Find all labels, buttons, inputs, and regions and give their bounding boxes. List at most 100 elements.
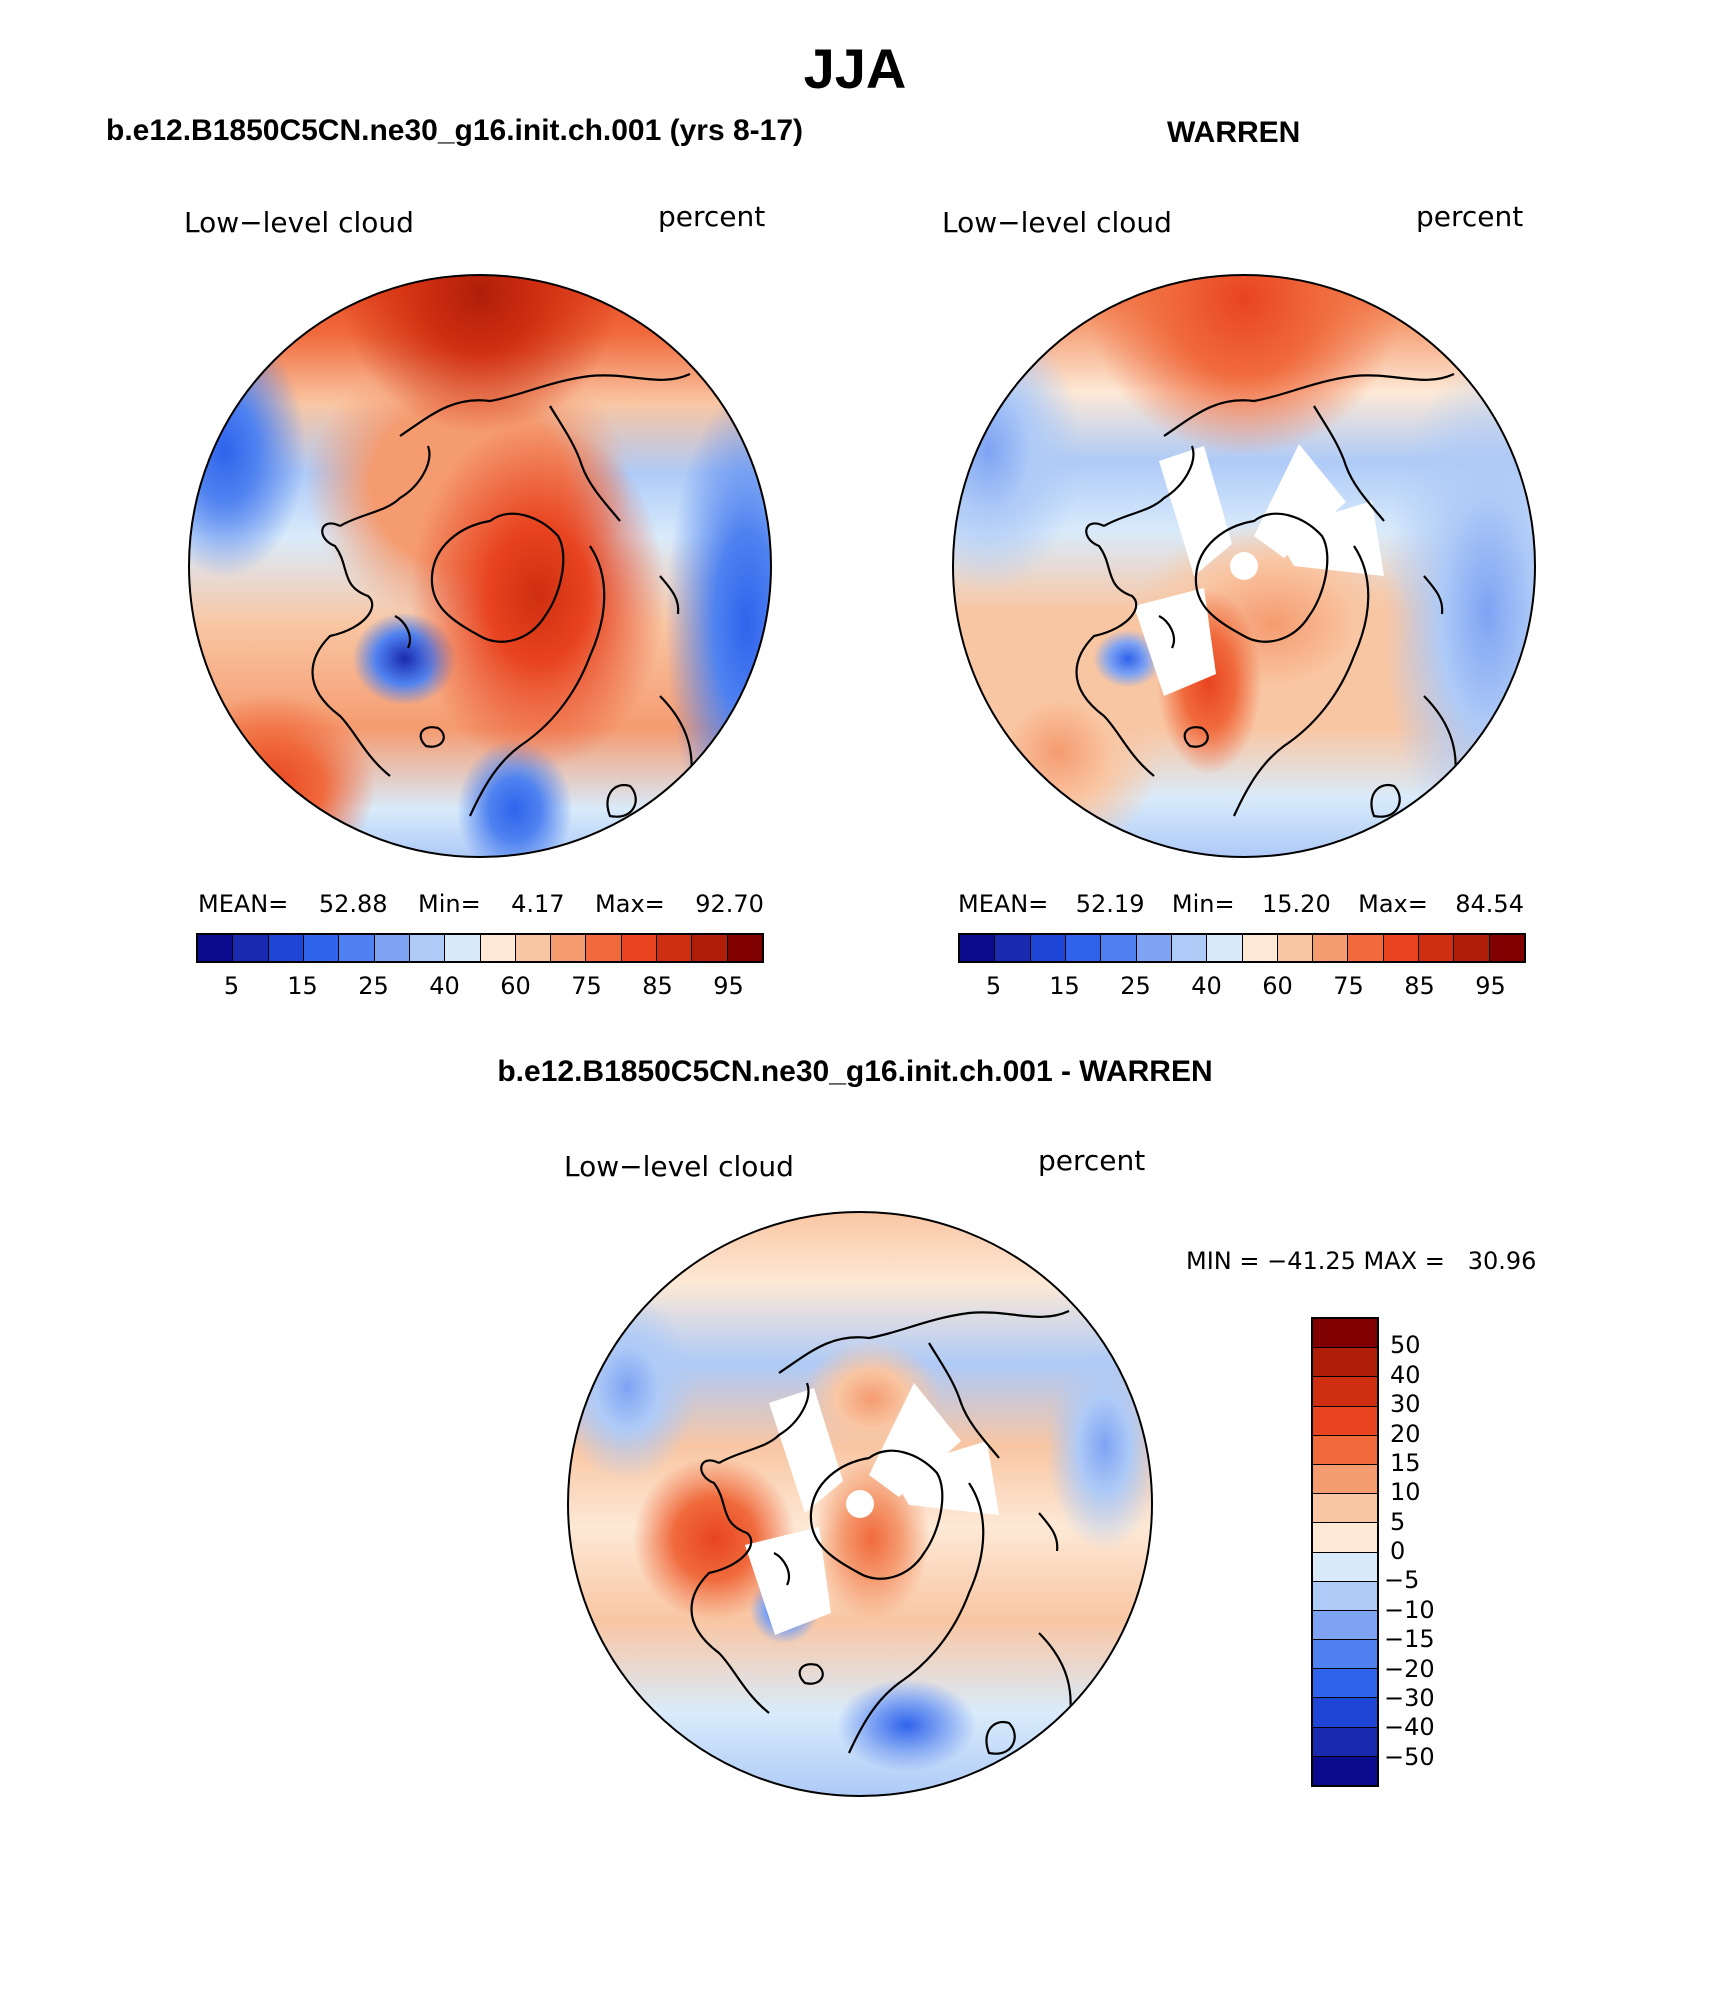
colorbar-swatch <box>1313 1669 1377 1699</box>
colorbar-swatch <box>1313 1698 1377 1728</box>
right-mean-label: MEAN= <box>958 890 1049 918</box>
colorbar-tick-label: 20 <box>1390 1419 1421 1448</box>
colorbar-tick-label: 75 <box>1333 972 1364 1000</box>
colorbar-swatch <box>1313 1523 1377 1553</box>
left-min-value: 4.17 <box>511 890 565 918</box>
right-min-label: Min= <box>1171 890 1235 918</box>
colorbar-tick-label: 0 <box>1390 1537 1406 1565</box>
colorbar-tick-label: 25 <box>1120 972 1151 1000</box>
right-colorbar-ticks: 5 15 25 40 60 75 85 95 <box>958 972 1526 1002</box>
colorbar-swatch <box>995 935 1031 961</box>
colorbar-tick-label: 40 <box>1191 972 1222 1000</box>
colorbar-tick-label: 30 <box>1390 1390 1421 1419</box>
colorbar-swatch <box>1383 935 1420 961</box>
colorbar-tick-label: −30 <box>1384 1683 1435 1712</box>
colorbar-swatch <box>1207 935 1243 961</box>
right-stats: MEAN= 52.19 Min= 15.20 Max= 84.54 <box>958 890 1524 918</box>
left-colorbar <box>196 933 764 963</box>
colorbar-swatch <box>303 935 340 961</box>
colorbar-swatch <box>960 935 996 961</box>
left-max-label: Max= <box>595 890 665 918</box>
colorbar-swatch <box>1313 1581 1377 1611</box>
colorbar-swatch <box>1136 935 1172 961</box>
colorbar-tick-label: 85 <box>1404 972 1435 1000</box>
colorbar-swatch <box>1313 1377 1377 1407</box>
colorbar-swatch <box>621 935 658 961</box>
colorbar-swatch <box>1242 935 1278 961</box>
colorbar-tick-label: −15 <box>1384 1625 1435 1654</box>
colorbar-swatch <box>233 935 269 961</box>
colorbar-swatch <box>1313 1435 1377 1465</box>
left-min-label: Min= <box>417 890 481 918</box>
colorbar-swatch <box>1313 935 1349 961</box>
left-polar-map <box>188 274 772 858</box>
colorbar-swatch <box>480 935 516 961</box>
colorbar-tick-label: 5 <box>985 972 1002 1000</box>
diff-minmax: MIN = −41.25 MAX = 30.96 <box>1186 1247 1537 1275</box>
left-mean-value: 52.88 <box>318 890 388 918</box>
colorbar-swatch <box>268 935 304 961</box>
colorbar-tick-label: 60 <box>1262 972 1293 1000</box>
colorbar-swatch <box>1313 1406 1377 1436</box>
colorbar-swatch <box>1313 1727 1377 1757</box>
colorbar-swatch <box>1454 935 1490 961</box>
right-units-label: percent <box>1416 200 1524 233</box>
colorbar-tick-label: 50 <box>1390 1331 1421 1360</box>
right-max-value: 84.54 <box>1455 890 1524 918</box>
right-variable-label: Low−level cloud <box>942 206 1172 239</box>
colorbar-swatch <box>692 935 728 961</box>
colorbar-swatch <box>198 935 234 961</box>
colorbar-tick-label: 15 <box>1390 1448 1421 1477</box>
left-stats: MEAN= 52.88 Min= 4.17 Max= 92.70 <box>198 890 764 918</box>
left-max-value: 92.70 <box>695 890 764 918</box>
colorbar-swatch <box>1313 1756 1377 1785</box>
figure-title: JJA <box>803 37 907 100</box>
colorbar-swatch <box>1277 935 1314 961</box>
colorbar-swatch <box>1313 1640 1377 1670</box>
diff-colorbar-ticks: 50 40 30 20 15 10 5 0 −5 −10 −15 −20 −30 −40 −50 <box>1384 1317 1470 1787</box>
left-variable-label: Low−level cloud <box>184 206 414 239</box>
colorbar-tick-label: −20 <box>1384 1654 1435 1683</box>
left-panel-title: b.e12.B1850C5CN.ne30_g16.init.ch.001 (yr… <box>106 114 804 147</box>
colorbar-tick-label: 25 <box>358 972 389 1000</box>
diff-variable-label: Low−level cloud <box>564 1150 794 1183</box>
right-colorbar <box>958 933 1526 963</box>
colorbar-swatch <box>1030 935 1066 961</box>
colorbar-swatch <box>1419 935 1455 961</box>
left-coastlines <box>311 373 693 837</box>
colorbar-swatch <box>1313 1494 1377 1524</box>
left-colorbar-ticks: 5 15 25 40 60 75 85 95 <box>196 972 764 1002</box>
difference-panel-title: b.e12.B1850C5CN.ne30_g16.init.ch.001 - W… <box>497 1055 1213 1088</box>
colorbar-swatch <box>657 935 693 961</box>
right-coastlines <box>1075 373 1457 837</box>
colorbar-tick-label: 95 <box>1475 972 1506 1000</box>
colorbar-swatch <box>1313 1464 1377 1495</box>
colorbar-tick-label: 95 <box>713 972 744 1000</box>
diff-units-label: percent <box>1038 1144 1146 1177</box>
right-panel-title: WARREN <box>1167 116 1301 149</box>
diff-colorbar <box>1311 1317 1379 1787</box>
colorbar-swatch <box>1313 1610 1377 1641</box>
colorbar-tick-label: 5 <box>1390 1507 1406 1536</box>
colorbar-tick-label: 75 <box>571 972 602 1000</box>
right-polar-map <box>952 274 1536 858</box>
difference-coastlines <box>690 1310 1072 1774</box>
colorbar-tick-label: 40 <box>429 972 460 1000</box>
colorbar-swatch <box>1313 1319 1377 1349</box>
colorbar-swatch <box>1313 1348 1377 1378</box>
right-min-value: 15.20 <box>1262 890 1331 918</box>
right-max-label: Max= <box>1358 890 1428 918</box>
colorbar-swatch <box>586 935 622 961</box>
colorbar-swatch <box>1313 1552 1377 1582</box>
colorbar-tick-label: −5 <box>1384 1566 1420 1595</box>
colorbar-tick-label: 15 <box>287 972 318 1000</box>
colorbar-swatch <box>1065 935 1102 961</box>
colorbar-swatch <box>1171 935 1208 961</box>
colorbar-swatch <box>1489 935 1524 961</box>
colorbar-swatch <box>339 935 375 961</box>
colorbar-swatch <box>1348 935 1384 961</box>
right-mean-value: 52.19 <box>1075 890 1145 918</box>
colorbar-swatch <box>445 935 481 961</box>
colorbar-tick-label: −50 <box>1384 1742 1435 1771</box>
colorbar-tick-label: 85 <box>642 972 673 1000</box>
